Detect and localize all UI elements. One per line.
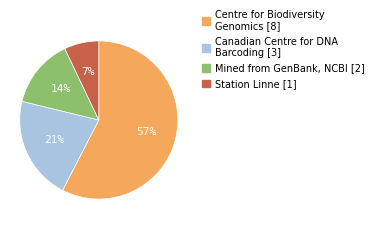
Wedge shape [20,101,99,190]
Text: 57%: 57% [136,126,157,137]
Wedge shape [22,49,99,120]
Text: 14%: 14% [51,84,71,94]
Wedge shape [63,41,178,199]
Legend: Centre for Biodiversity
Genomics [8], Canadian Centre for DNA
Barcoding [3], Min: Centre for Biodiversity Genomics [8], Ca… [203,10,365,89]
Text: 7%: 7% [81,67,95,77]
Wedge shape [65,41,99,120]
Text: 21%: 21% [44,135,64,145]
